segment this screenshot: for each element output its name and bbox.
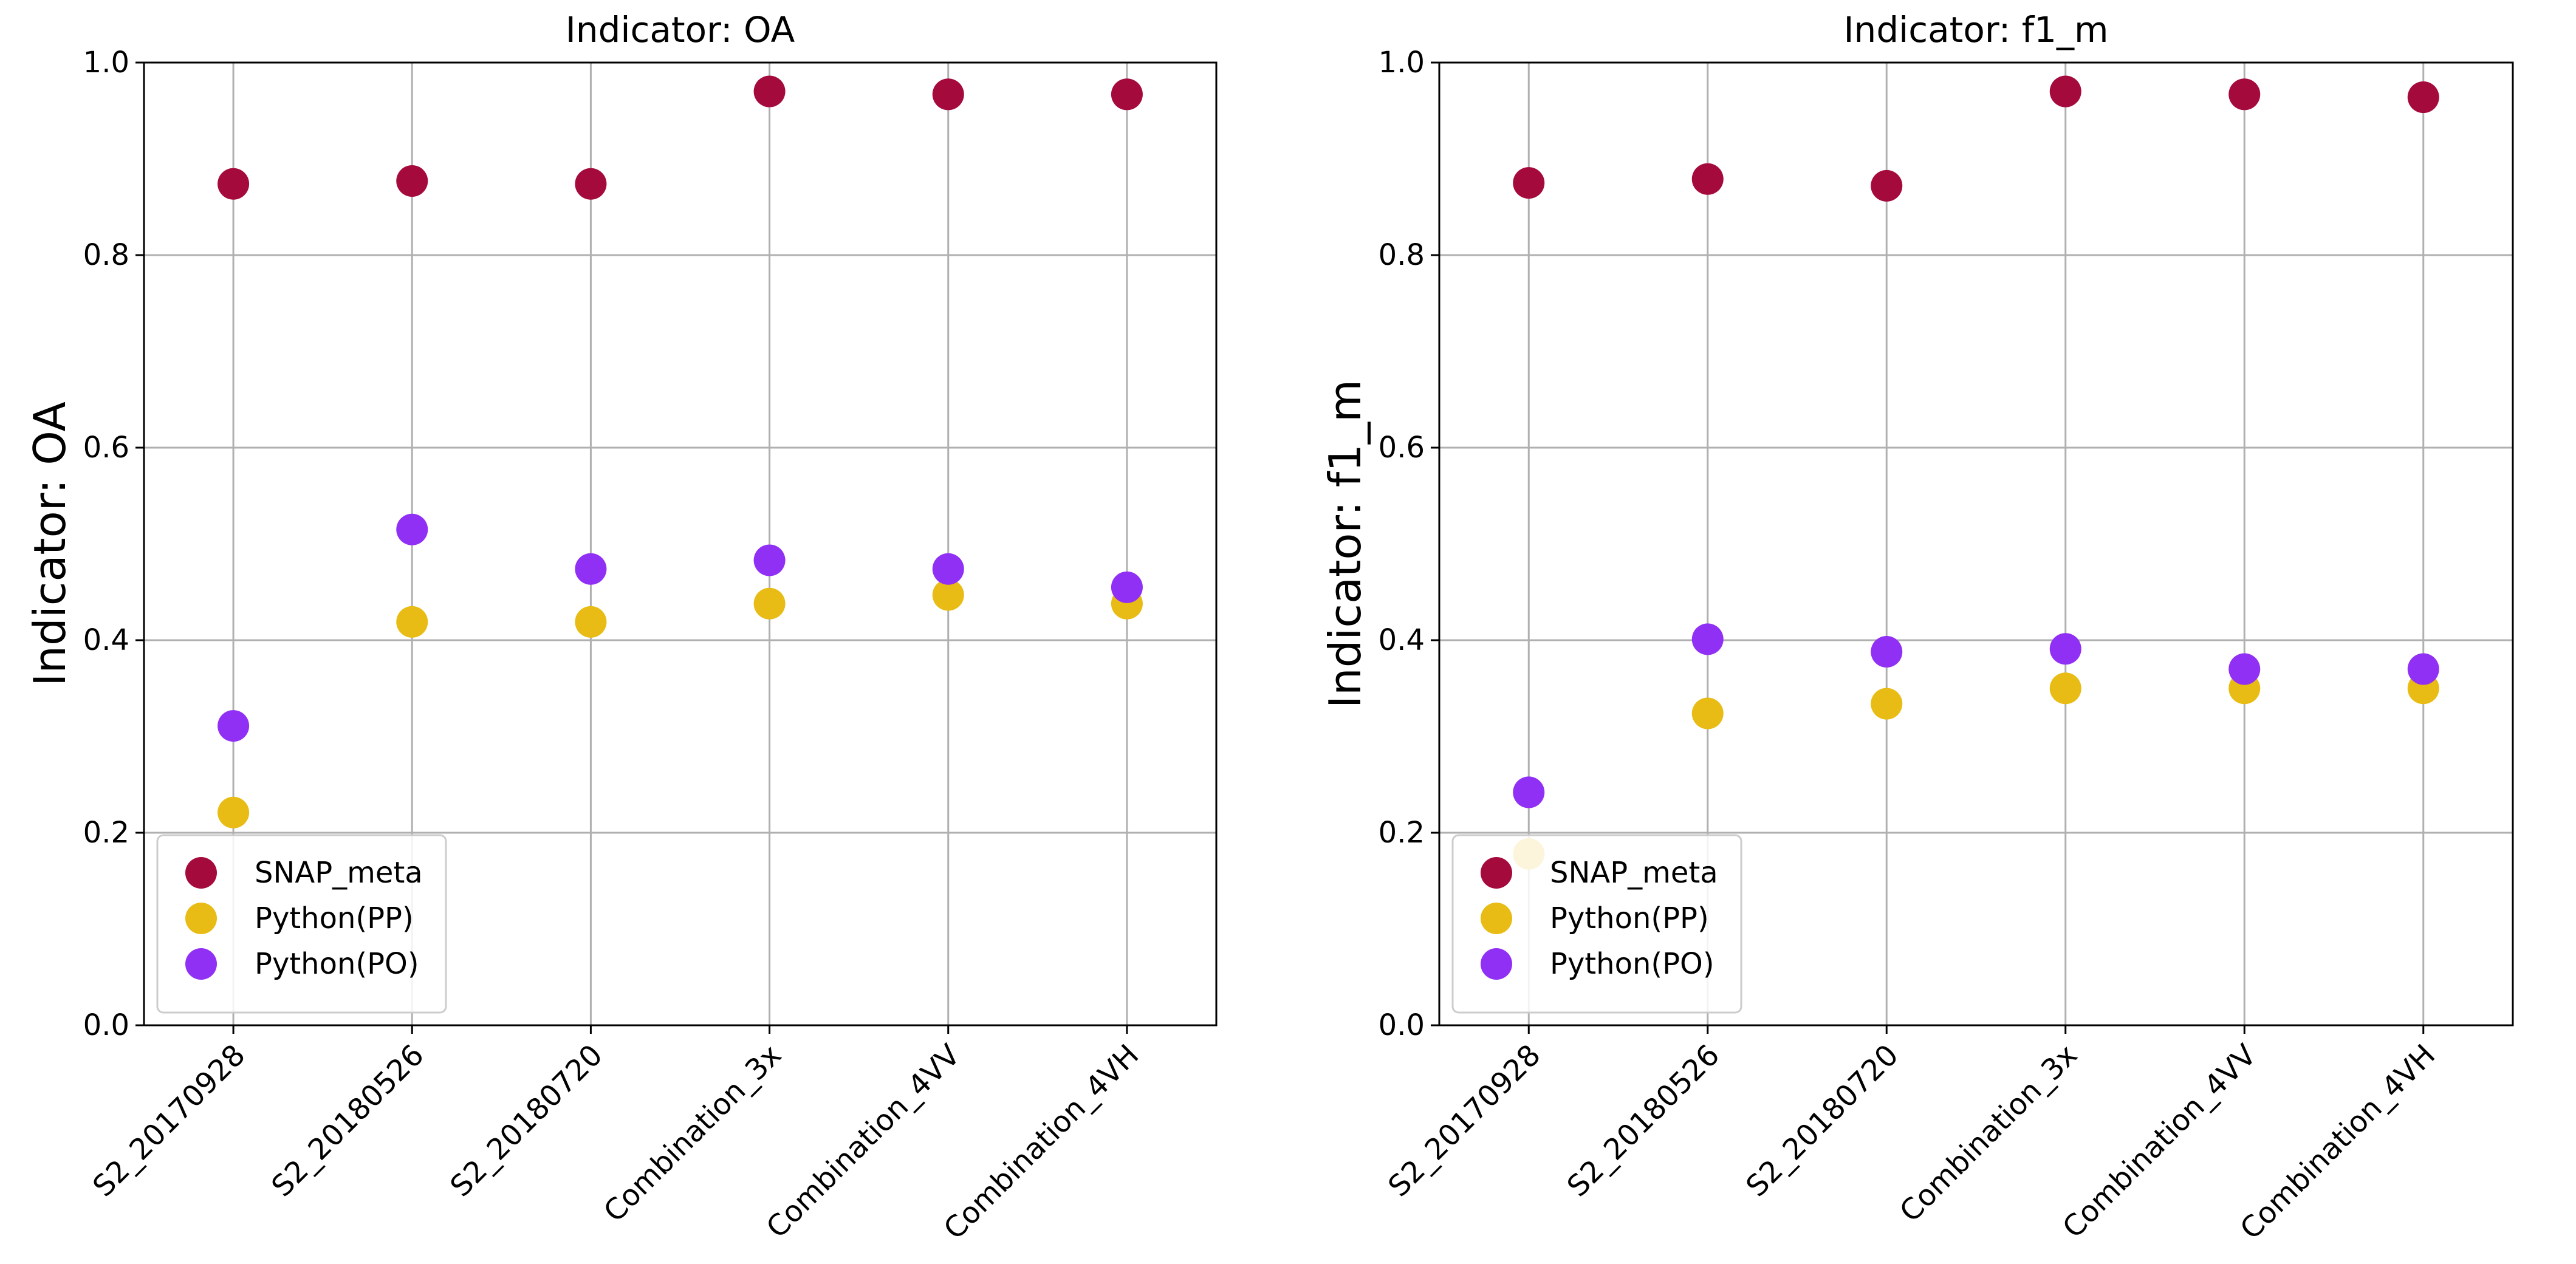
data-point-snap-meta <box>396 165 428 197</box>
data-point-snap-meta <box>575 168 607 200</box>
plot-frame <box>1438 61 2514 1027</box>
data-point-python-po- <box>1111 571 1143 603</box>
data-point-snap-meta <box>753 75 786 108</box>
y-axis-label: Indicator: f1_m <box>1320 380 1371 708</box>
legend-label: Python(PP) <box>255 901 414 935</box>
data-point-python-po- <box>932 553 964 585</box>
data-point-snap-meta <box>1513 167 1545 199</box>
data-point-python-pp- <box>1691 697 1724 729</box>
data-point-snap-meta <box>218 168 250 200</box>
x-tick-label: S2_20180720 <box>1739 1038 1905 1203</box>
data-point-snap-meta <box>2228 78 2261 111</box>
chart-panel-2: 0.0 0.2 0.4 0.6 0.8 1.0 S2_20170928 S2_20180526… <box>1320 9 2514 1246</box>
data-point-python-po- <box>575 553 607 585</box>
data-point-python-pp- <box>1871 688 1903 720</box>
y-tick-label: 0.8 <box>83 238 129 272</box>
data-point-python-po- <box>1691 623 1724 655</box>
legend-marker <box>185 948 217 980</box>
data-point-python-pp- <box>396 606 428 638</box>
y-tick-label: 0.2 <box>83 816 129 850</box>
x-tick-label: Combination_4VV <box>760 1038 967 1245</box>
y-tick-label: 0.6 <box>1379 431 1425 465</box>
y-tick-label: 0.4 <box>83 623 129 657</box>
x-tick-label: Combination_4VV <box>2056 1038 2263 1245</box>
y-tick-label: 0.4 <box>1379 623 1425 657</box>
x-tick-label: Combination_4VH <box>937 1038 1146 1246</box>
y-tick-label: 0.0 <box>1379 1008 1425 1042</box>
data-point-python-po- <box>2049 633 2081 665</box>
y-tick-label: 0.0 <box>83 1008 129 1042</box>
legend-label: SNAP_meta <box>255 856 423 890</box>
y-tick-label: 0.6 <box>83 431 129 465</box>
legend-box <box>1451 834 1742 1014</box>
y-tick-label: 0.8 <box>1379 238 1425 272</box>
data-point-python-pp- <box>2049 672 2081 705</box>
legend-marker <box>185 857 217 889</box>
x-tick-label: S2_20180526 <box>265 1038 430 1203</box>
data-point-snap-meta <box>1871 169 1903 202</box>
data-point-snap-meta <box>1691 163 1724 195</box>
x-tick-label: Combination_4VH <box>2233 1038 2442 1246</box>
legend-marker <box>185 903 217 934</box>
legend-label: Python(PP) <box>1550 901 1709 935</box>
data-point-python-po- <box>2407 653 2439 685</box>
data-point-snap-meta <box>1111 78 1143 111</box>
y-axis-label: Indicator: OA <box>24 401 75 686</box>
y-tick-label: 1.0 <box>1379 46 1425 80</box>
x-tick-label: S2_20180720 <box>444 1038 609 1203</box>
legend-box <box>156 834 447 1014</box>
x-tick-label: S2_20170928 <box>86 1038 252 1203</box>
chart-title: Indicator: f1_m <box>1843 9 2108 50</box>
data-point-python-pp- <box>575 606 607 638</box>
data-point-snap-meta <box>2049 75 2081 108</box>
data-point-python-pp- <box>218 796 250 828</box>
x-tick-label: S2_20170928 <box>1382 1038 1547 1203</box>
chart-panel-1: 0.0 0.2 0.4 0.6 0.8 1.0 S2_20170928 S2_20180526… <box>24 9 1218 1246</box>
legend-label: SNAP_meta <box>1550 856 1718 890</box>
data-point-snap-meta <box>932 78 964 111</box>
y-tick-label: 0.2 <box>1379 816 1425 850</box>
data-point-snap-meta <box>2407 81 2439 114</box>
data-point-python-po- <box>218 710 250 742</box>
x-tick-label: S2_20180526 <box>1561 1038 1726 1203</box>
x-tick-label: Combination_3x <box>1893 1038 2084 1229</box>
data-point-python-po- <box>1513 776 1545 808</box>
legend-label: Python(PO) <box>255 947 419 981</box>
data-point-python-po- <box>2228 653 2261 685</box>
data-point-python-pp- <box>932 579 964 611</box>
legend-marker <box>1481 948 1512 980</box>
data-point-python-po- <box>396 513 428 545</box>
y-tick-label: 1.0 <box>83 46 129 80</box>
data-point-python-pp- <box>753 587 786 620</box>
chart-title: Indicator: OA <box>566 9 795 50</box>
legend-marker <box>1481 903 1512 934</box>
data-point-python-po- <box>1871 636 1903 668</box>
legend-marker <box>1481 857 1512 889</box>
x-tick-label: Combination_3x <box>597 1038 788 1229</box>
data-point-python-po- <box>753 544 786 576</box>
legend-label: Python(PO) <box>1550 947 1714 981</box>
plot-frame <box>143 61 1218 1027</box>
